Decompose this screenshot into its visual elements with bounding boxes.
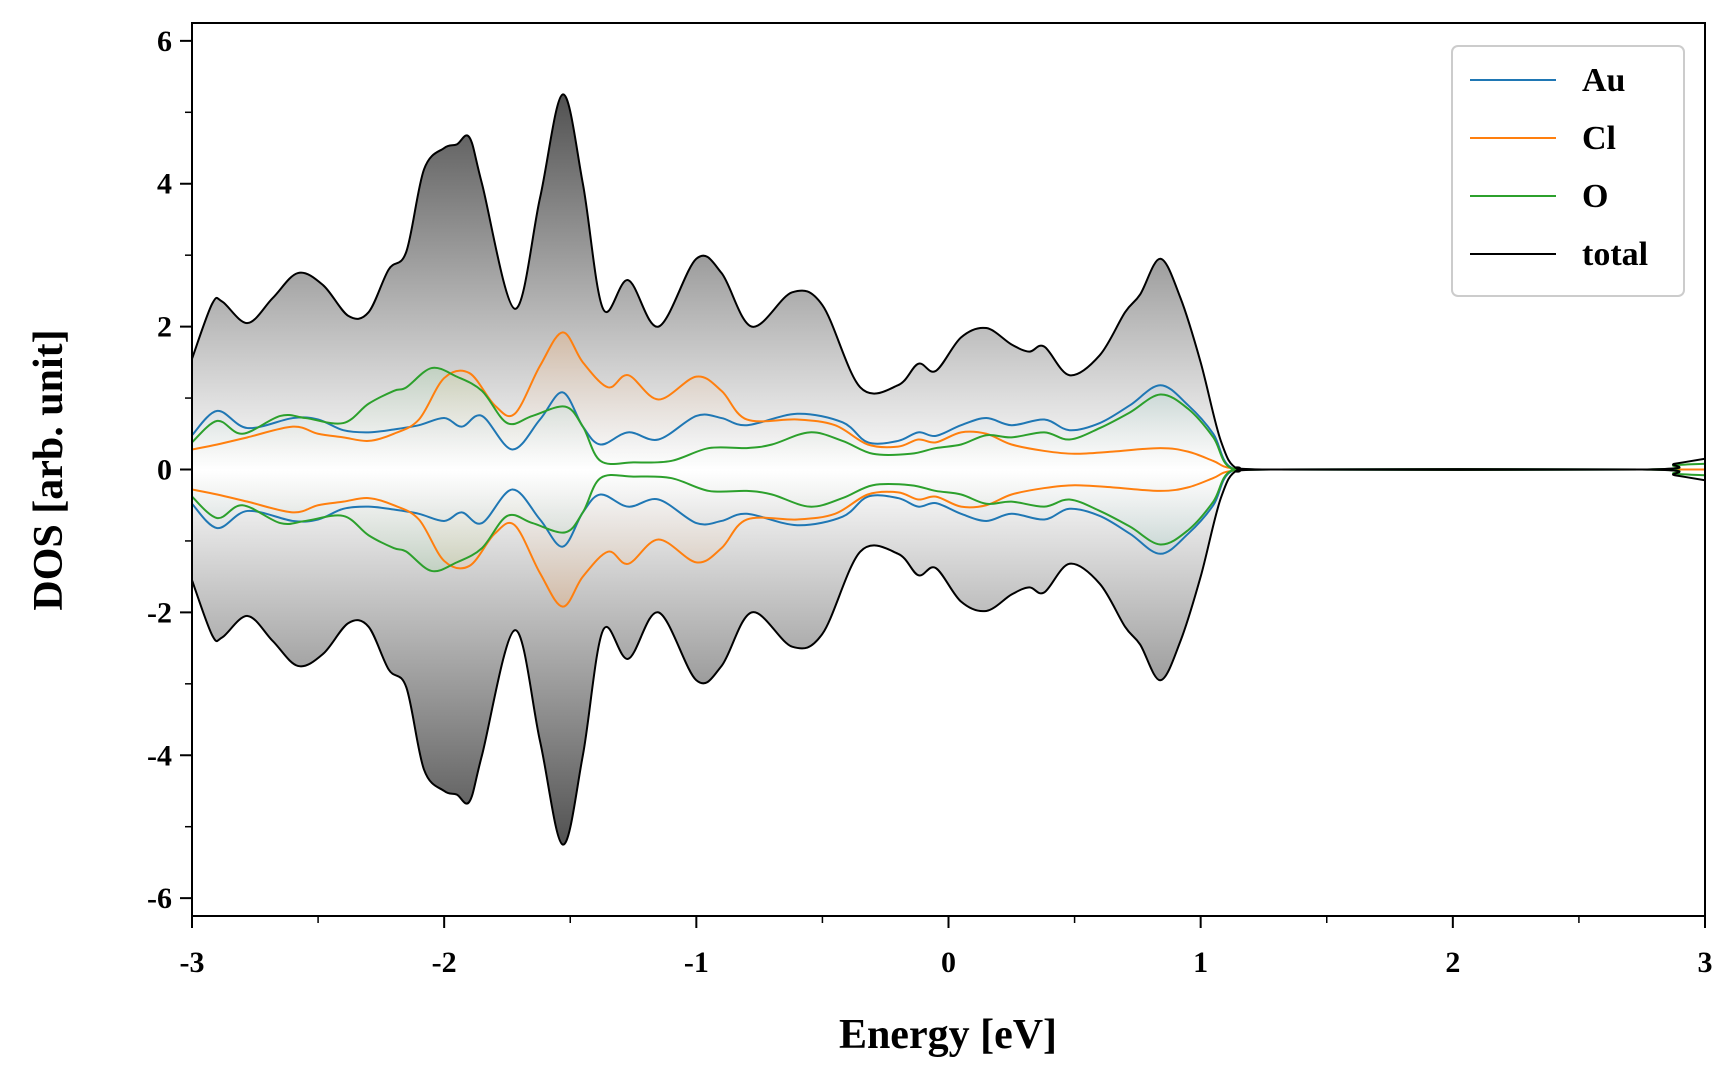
line-o-up	[192, 366, 1705, 472]
legend-label-au: Au	[1582, 62, 1625, 99]
y-tick-label: 0	[157, 454, 172, 487]
x-axis-ticks: -3 -2 -1 0 1 2 3	[180, 916, 1713, 979]
x-tick-label: -1	[684, 946, 709, 979]
y-tick-label: -2	[147, 596, 172, 629]
x-axis-title: Energy [eV]	[839, 1012, 1057, 1058]
legend-label-total: total	[1582, 236, 1648, 273]
x-tick-label: 3	[1698, 946, 1713, 979]
y-tick-label: 2	[157, 311, 172, 344]
x-tick-label: -3	[180, 946, 205, 979]
y-axis-title: DOS [arb. unit]	[26, 329, 72, 610]
fill-au	[192, 385, 1705, 554]
line-cl-down	[192, 468, 1705, 608]
y-axis-ticks: -6 -4 -2 0 2 4 6	[147, 25, 192, 915]
y-tick-label: 4	[157, 168, 172, 201]
legend-frame	[1451, 45, 1685, 297]
x-tick-label: 0	[941, 946, 956, 979]
series-lines	[192, 93, 1705, 846]
legend-label-cl: Cl	[1582, 120, 1616, 157]
x-tick-label: 2	[1445, 946, 1460, 979]
legend-label-o: O	[1582, 178, 1608, 215]
line-o-down	[192, 467, 1705, 573]
line-total-up	[192, 93, 1705, 473]
y-tick-label: 6	[157, 25, 172, 58]
line-cl-up	[192, 331, 1705, 471]
line-total-down	[192, 466, 1705, 846]
x-tick-label: -2	[432, 946, 457, 979]
x-tick-label: 1	[1193, 946, 1208, 979]
y-tick-label: -4	[147, 739, 172, 772]
y-tick-label: -6	[147, 882, 172, 915]
